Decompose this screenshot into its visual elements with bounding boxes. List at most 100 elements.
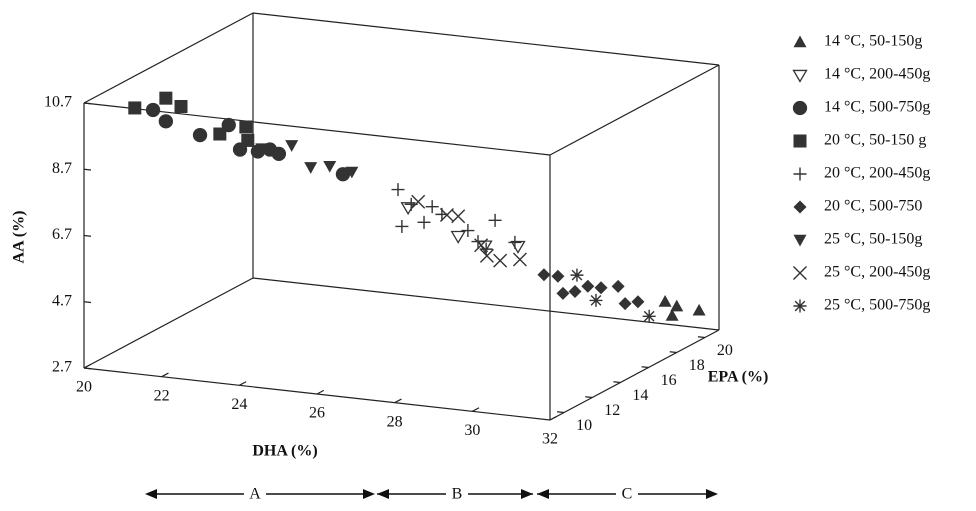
y-tick-label: 12 <box>604 402 620 419</box>
point <box>451 209 466 224</box>
legend-entry: 20 °C, 200-450g <box>793 165 930 182</box>
point <box>192 127 208 143</box>
point <box>241 133 255 147</box>
point <box>323 160 337 173</box>
z-tick <box>83 301 92 304</box>
legend-label: 25 °C, 50-150g <box>824 231 922 248</box>
z-tick-label: 2.7 <box>52 359 72 376</box>
arrowhead <box>377 489 389 499</box>
box-edge <box>83 102 551 156</box>
region-arrows: A B C <box>145 484 718 504</box>
legend-entry: 25 °C, 50-150g <box>793 231 922 248</box>
arrowhead <box>706 489 718 499</box>
point <box>345 166 359 179</box>
point <box>411 194 426 209</box>
point <box>479 248 494 263</box>
point <box>508 235 522 249</box>
legend-label: 14 °C, 50-150g <box>824 33 922 50</box>
legend-entry: 14 °C, 500-750g <box>792 99 930 116</box>
legend-marker <box>793 266 807 280</box>
point <box>658 295 672 307</box>
x-axis-title: DHA (%) <box>252 443 317 460</box>
legend-entry: 14 °C, 200-450g <box>792 66 930 83</box>
point <box>670 299 684 312</box>
legend-marker <box>793 234 807 247</box>
x-tick-label: 22 <box>154 387 170 404</box>
point <box>537 268 551 282</box>
x-tick <box>394 398 402 404</box>
legend-marker <box>793 167 807 181</box>
point <box>213 127 227 141</box>
legend-label: 25 °C, 200-450g <box>824 264 930 281</box>
z-tick <box>83 367 92 370</box>
legend-entry: 25 °C, 500-750g <box>793 297 930 314</box>
legend-entry: 20 °C, 50-150 g <box>793 132 926 149</box>
z-tick-label: 6.7 <box>52 226 72 243</box>
point <box>618 297 632 311</box>
point <box>556 286 570 300</box>
point <box>158 114 174 129</box>
y-tick <box>613 381 621 384</box>
z-tick <box>83 234 92 237</box>
legend-label: 25 °C, 500-750g <box>824 297 930 314</box>
x-tick-label: 32 <box>542 431 558 448</box>
legend-label: 20 °C, 50-150 g <box>824 132 926 149</box>
y-tick-label: 10 <box>576 417 592 434</box>
x-tick-label: 28 <box>387 413 403 430</box>
y-tick-label: 16 <box>661 372 677 389</box>
region-label: A <box>249 486 261 503</box>
box-edge <box>83 12 254 104</box>
x-tick <box>161 372 169 378</box>
y-tick <box>641 366 649 369</box>
point <box>665 309 679 321</box>
point <box>551 269 565 283</box>
y-axis-title: EPA (%) <box>708 369 769 386</box>
point <box>570 268 584 282</box>
y-tick <box>557 411 565 414</box>
point <box>271 146 287 161</box>
point <box>568 284 582 298</box>
box-edge <box>83 277 254 369</box>
z-tick-label: 10.7 <box>44 94 72 111</box>
z-tick-label: 8.7 <box>52 160 72 177</box>
point <box>488 213 502 227</box>
box-edge <box>252 277 720 331</box>
box-edge <box>252 12 720 66</box>
arrowhead <box>145 489 157 499</box>
legend-marker <box>793 134 807 148</box>
y-tick-label: 20 <box>717 342 733 359</box>
point <box>642 309 656 323</box>
legend-marker <box>793 200 807 214</box>
legend-marker <box>792 100 808 116</box>
point <box>439 207 454 222</box>
point <box>479 242 493 256</box>
z-tick-label: 4.7 <box>52 292 72 309</box>
legend-marker <box>792 69 808 83</box>
legend-label: 14 °C, 200-450g <box>824 66 930 83</box>
z-tick <box>83 168 92 171</box>
point <box>255 143 269 156</box>
point <box>304 162 318 174</box>
legend-marker <box>793 35 807 48</box>
arrowhead <box>363 489 375 499</box>
region-label: C <box>622 486 633 503</box>
arrowhead <box>521 489 533 499</box>
x-tick <box>472 407 480 412</box>
point <box>510 240 526 254</box>
legend-entry: 14 °C, 50-150g <box>793 33 922 50</box>
point <box>395 219 409 233</box>
y-tick-label: 14 <box>632 387 648 404</box>
point <box>239 120 253 134</box>
point <box>594 281 608 295</box>
legend-entry: 20 °C, 500-750 <box>793 198 922 215</box>
z-tick <box>83 102 92 105</box>
y-tick <box>669 351 677 354</box>
box-edge <box>549 329 720 421</box>
x-tick-label: 20 <box>76 379 92 396</box>
y-tick <box>697 336 705 339</box>
point <box>285 140 299 152</box>
point <box>335 167 351 182</box>
point <box>589 293 603 307</box>
label-bg <box>244 484 266 504</box>
